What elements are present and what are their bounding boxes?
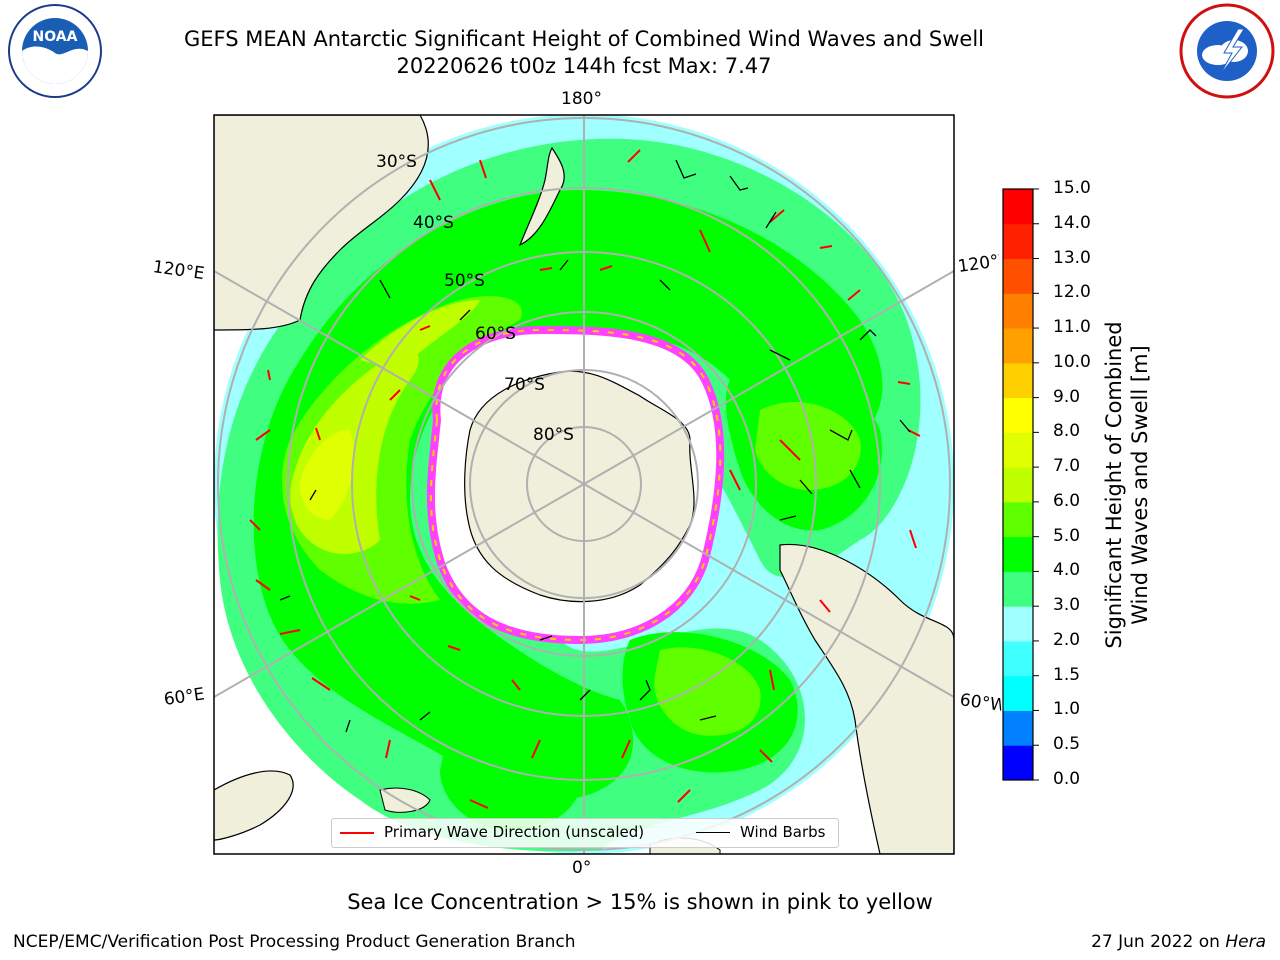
legend-item-primary-wave: Primary Wave Direction (unscaled): [340, 823, 644, 841]
lat-label-30s: 30°S: [376, 152, 417, 172]
legend-label-primary-wave: Primary Wave Direction (unscaled): [384, 823, 645, 841]
legend-label-wind-barbs: Wind Barbs: [740, 823, 826, 841]
legend-item-wind-barbs: Wind Barbs: [696, 823, 825, 841]
noaa-logo-icon: NOAA: [8, 4, 102, 98]
colorbar-cell: [1003, 710, 1033, 746]
black-line-icon: [696, 832, 730, 833]
lat-label-40s: 40°S: [413, 213, 454, 233]
colorbar-tick-label: 8.0: [1053, 421, 1081, 442]
colorbar-cell: [1003, 536, 1033, 572]
colorbar-tick-label: 0.5: [1053, 734, 1081, 755]
national-weather-service-logo-icon: [1179, 3, 1275, 99]
colorbar-tick-label: 0.0: [1053, 769, 1081, 789]
colorbar-title-line2: Wind Waves and Swell [m]: [1128, 345, 1152, 625]
lat-label-60s: 60°S: [475, 324, 516, 344]
colorbar-cell: [1003, 189, 1033, 225]
lon-label-180: 180°: [561, 89, 602, 109]
colorbar-cell: [1003, 432, 1033, 468]
red-line-icon: [340, 831, 374, 834]
colorbar-tick-label: 5.0: [1053, 525, 1081, 546]
map-legend: Primary Wave Direction (unscaled) Wind B…: [331, 818, 839, 848]
noaa-logo-text: NOAA: [33, 29, 78, 45]
colorbar-tick-label: 14.0: [1053, 212, 1091, 233]
colorbar-tick-label: 9.0: [1053, 386, 1081, 407]
colorbar-cell: [1003, 640, 1033, 677]
colorbar-cell: [1003, 397, 1033, 433]
colorbar-cell: [1003, 501, 1033, 538]
colorbar-cell: [1003, 467, 1033, 503]
footer-timestamp: 27 Jun 2022 on Hera: [1091, 932, 1266, 952]
colorbar-tick-label: 1.0: [1053, 699, 1081, 720]
colorbar-tick-label: 11.0: [1053, 317, 1091, 338]
colorbar-cell: [1003, 606, 1033, 642]
colorbar-cell: [1003, 745, 1033, 781]
colorbar-tick-label: 4.0: [1053, 560, 1081, 581]
lon-label-0: 0°: [572, 858, 592, 878]
colorbar-tick-label: 12.0: [1053, 282, 1091, 303]
colorbar-cell: [1003, 258, 1033, 294]
colorbar-cell: [1003, 571, 1033, 607]
colorbar-cell: [1003, 328, 1033, 364]
footer-credit: NCEP/EMC/Verification Post Processing Pr…: [13, 932, 576, 952]
colorbar: [1002, 188, 1039, 781]
lat-label-80s: 80°S: [533, 425, 574, 445]
colorbar-tick-label: 7.0: [1053, 456, 1081, 477]
colorbar-tick-label: 3.0: [1053, 595, 1081, 616]
colorbar-cell: [1003, 293, 1033, 329]
lat-label-70s: 70°S: [504, 375, 545, 395]
colorbar-cell: [1003, 223, 1033, 260]
footer-host: Hera: [1225, 932, 1266, 952]
colorbar-tick-label: 6.0: [1053, 490, 1081, 511]
map-subtitle: 20220626 t00z 144h fcst Max: 7.47: [396, 54, 772, 78]
footer-date: 27 Jun 2022 on: [1091, 932, 1226, 952]
colorbar-tick-label: 15.0: [1053, 178, 1091, 198]
lat-label-50s: 50°S: [444, 271, 485, 291]
map-title: GEFS MEAN Antarctic Significant Height o…: [183, 27, 985, 51]
sea-ice-caption: Sea Ice Concentration > 15% is shown in …: [347, 890, 933, 914]
colorbar-tick-label: 1.5: [1053, 664, 1081, 685]
colorbar-cell: [1003, 362, 1033, 399]
colorbar-tick-label: 2.0: [1053, 629, 1081, 650]
colorbar-tick-label: 13.0: [1053, 247, 1091, 268]
colorbar-cell: [1003, 675, 1033, 711]
colorbar-tick-label: 10.0: [1053, 351, 1091, 372]
colorbar-title-line1: Significant Height of Combined: [1102, 321, 1126, 649]
